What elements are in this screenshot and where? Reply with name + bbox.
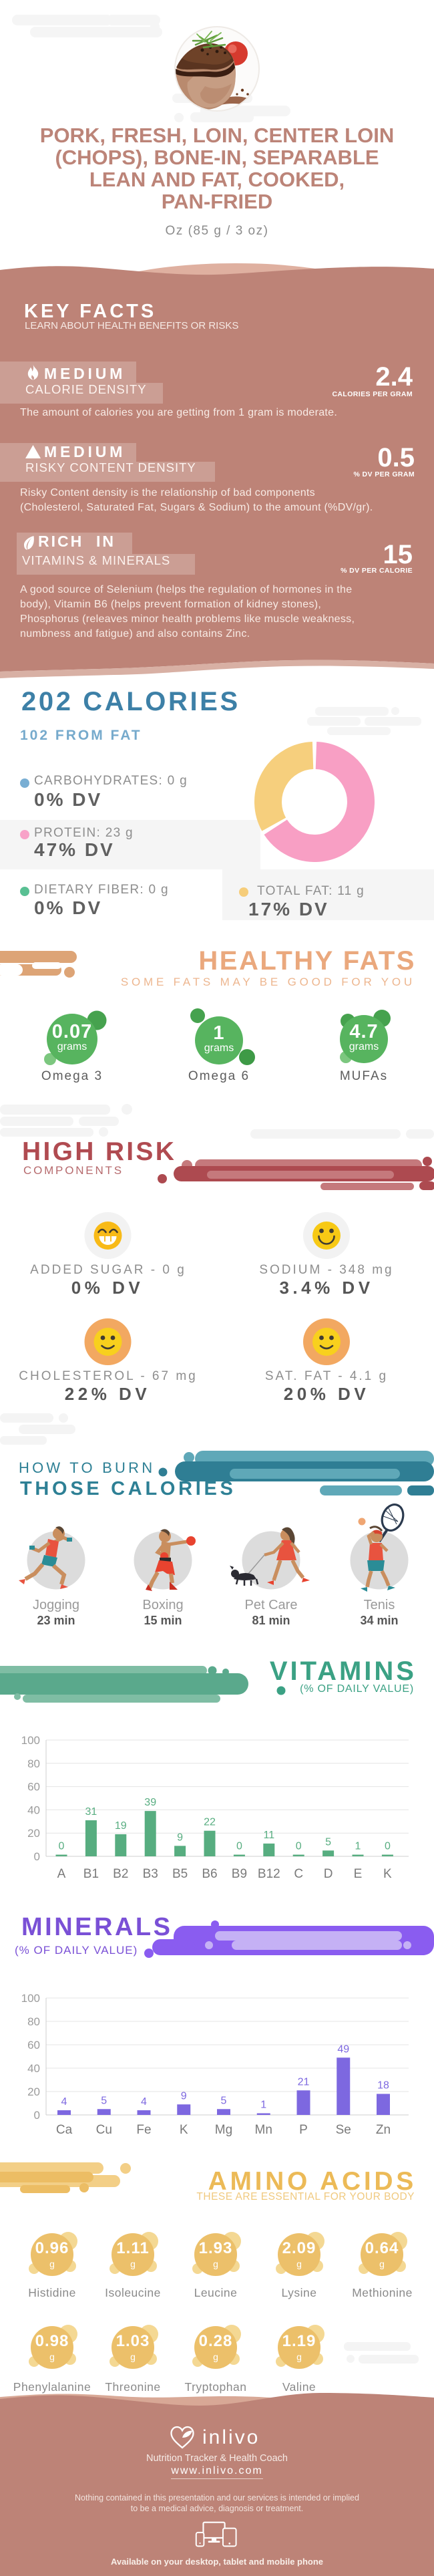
- svg-text:9: 9: [181, 2090, 187, 2102]
- svg-text:0: 0: [385, 1841, 391, 1852]
- svg-text:21: 21: [298, 2076, 310, 2088]
- svg-text:40: 40: [27, 2062, 40, 2075]
- svg-text:20: 20: [27, 2086, 40, 2098]
- svg-text:C: C: [294, 1867, 303, 1881]
- svg-text:1.19: 1.19: [282, 2332, 316, 2350]
- svg-text:B6: B6: [202, 1867, 217, 1881]
- svg-text:B5: B5: [172, 1867, 188, 1881]
- svg-text:D: D: [324, 1867, 333, 1881]
- svg-text:4: 4: [141, 2096, 147, 2108]
- svg-text:B12: B12: [258, 1867, 280, 1881]
- svg-text:0.28: 0.28: [199, 2332, 233, 2350]
- svg-text:g: g: [130, 2351, 136, 2362]
- svg-text:39: 39: [144, 1797, 156, 1808]
- svg-text:Zn: Zn: [376, 2123, 391, 2137]
- svg-text:22: 22: [204, 1817, 216, 1828]
- svg-text:2.09: 2.09: [282, 2239, 316, 2257]
- svg-text:g: g: [379, 2259, 385, 2269]
- svg-text:100: 100: [21, 1992, 40, 2005]
- svg-text:1.03: 1.03: [116, 2332, 150, 2350]
- svg-text:g: g: [296, 2259, 302, 2269]
- svg-text:1.11: 1.11: [116, 2239, 149, 2257]
- svg-text:1: 1: [355, 1841, 361, 1852]
- svg-text:11: 11: [263, 1830, 274, 1841]
- svg-text:0.96: 0.96: [35, 2239, 69, 2257]
- svg-text:P: P: [299, 2123, 308, 2137]
- svg-text:B2: B2: [113, 1867, 128, 1881]
- svg-text:4: 4: [61, 2096, 67, 2108]
- svg-text:0: 0: [34, 2109, 40, 2122]
- svg-text:Ca: Ca: [56, 2123, 73, 2137]
- svg-text:g: g: [49, 2259, 55, 2269]
- svg-text:g: g: [296, 2351, 302, 2362]
- svg-text:1: 1: [260, 2100, 266, 2111]
- svg-text:60: 60: [27, 1781, 40, 1794]
- svg-text:20: 20: [27, 1827, 40, 1840]
- svg-text:9: 9: [177, 1832, 183, 1843]
- svg-text:19: 19: [115, 1820, 127, 1832]
- svg-text:B1: B1: [83, 1867, 99, 1881]
- svg-text:K: K: [383, 1867, 392, 1881]
- svg-text:0: 0: [296, 1841, 302, 1852]
- svg-text:31: 31: [85, 1806, 97, 1818]
- svg-text:K: K: [180, 2123, 188, 2137]
- svg-text:Mg: Mg: [215, 2123, 232, 2137]
- svg-text:Fe: Fe: [136, 2123, 151, 2137]
- svg-text:80: 80: [27, 2015, 40, 2028]
- svg-text:5: 5: [325, 1836, 331, 1848]
- svg-text:A: A: [57, 1867, 66, 1881]
- svg-text:0: 0: [236, 1841, 242, 1852]
- svg-text:5: 5: [101, 2095, 107, 2106]
- svg-text:Mn: Mn: [255, 2123, 272, 2137]
- svg-text:0: 0: [59, 1841, 65, 1852]
- svg-text:40: 40: [27, 1804, 40, 1816]
- svg-text:5: 5: [221, 2095, 227, 2106]
- svg-text:80: 80: [27, 1757, 40, 1770]
- svg-text:E: E: [354, 1867, 363, 1881]
- svg-text:g: g: [130, 2259, 136, 2269]
- svg-text:g: g: [213, 2351, 218, 2362]
- svg-text:Cu: Cu: [96, 2123, 112, 2137]
- svg-text:49: 49: [337, 2043, 349, 2055]
- svg-text:B3: B3: [143, 1867, 158, 1881]
- svg-text:g: g: [49, 2351, 55, 2362]
- svg-text:60: 60: [27, 2039, 40, 2051]
- svg-text:0: 0: [34, 1850, 40, 1863]
- svg-text:0.64: 0.64: [365, 2239, 399, 2257]
- svg-text:Se: Se: [336, 2123, 351, 2137]
- svg-text:g: g: [213, 2259, 218, 2269]
- svg-text:1.93: 1.93: [199, 2239, 233, 2257]
- svg-text:B9: B9: [232, 1867, 247, 1881]
- svg-text:18: 18: [377, 2080, 389, 2092]
- svg-text:100: 100: [21, 1734, 40, 1747]
- svg-text:0.98: 0.98: [35, 2332, 69, 2350]
